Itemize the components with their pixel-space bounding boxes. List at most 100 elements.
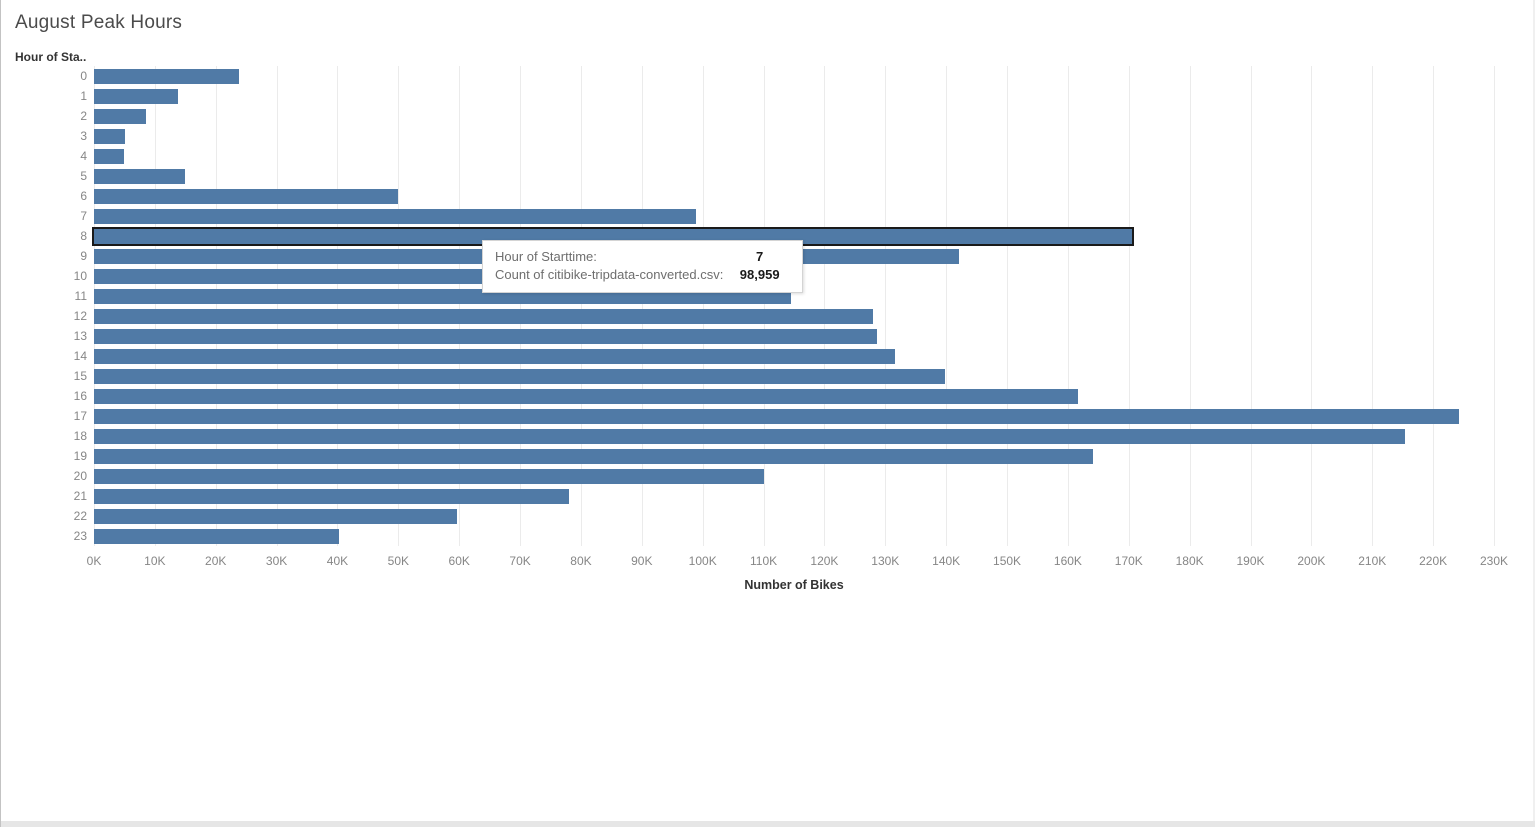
bar-hour-18[interactable]	[94, 428, 1406, 444]
bar-hour-12[interactable]	[94, 308, 874, 324]
y-axis-tick-label: 0	[80, 69, 87, 83]
tooltip-value: 98,959	[739, 267, 780, 282]
gridline	[824, 66, 826, 546]
plot-area	[92, 66, 1495, 546]
gridline	[459, 66, 461, 546]
gridline	[520, 66, 522, 546]
bar-hour-23[interactable]	[94, 528, 339, 544]
y-axis-tick-label: 20	[73, 469, 87, 483]
bar-hour-19[interactable]	[94, 448, 1093, 464]
y-axis-tick-label: 19	[73, 449, 87, 463]
tooltip: Hour of Starttime: 7 Count of citibike-tri…	[482, 240, 803, 293]
x-axis-tick-label: 230K	[1479, 554, 1509, 568]
gridline	[1067, 66, 1069, 546]
y-axis-tick-label: 3	[80, 129, 87, 143]
y-axis-tick-label: 4	[80, 149, 87, 163]
y-axis-tick-label: 12	[73, 309, 87, 323]
x-axis-tick-label: 100K	[688, 554, 717, 568]
gridline	[1494, 66, 1495, 546]
y-axis-tick-label: 2	[80, 109, 87, 123]
bar-hour-14[interactable]	[94, 348, 896, 364]
bar-hour-8[interactable]	[92, 226, 1134, 246]
bottom-scroll-strip[interactable]	[1, 821, 1535, 827]
x-axis-tick-label: 90K	[631, 554, 653, 568]
y-axis-tick-label: 1	[80, 89, 87, 103]
y-axis-tick-label: 21	[73, 489, 87, 503]
bar-hour-3[interactable]	[94, 128, 126, 144]
y-axis-tick-label: 13	[73, 329, 87, 343]
x-axis-tick-label: 10K	[144, 554, 166, 568]
gridline	[398, 66, 400, 546]
x-axis-tick-label: 20K	[205, 554, 227, 568]
gridline	[1128, 66, 1130, 546]
x-axis-tick-label: 160K	[1053, 554, 1082, 568]
x-axis-tick-label: 190K	[1236, 554, 1265, 568]
bar-hour-13[interactable]	[94, 328, 877, 344]
y-axis-tick-label: 8	[80, 229, 87, 243]
y-axis-tick-label: 9	[80, 249, 87, 263]
y-axis-tick-label: 11	[74, 289, 87, 303]
x-axis-tick-label: 170K	[1114, 554, 1143, 568]
bar-hour-20[interactable]	[94, 468, 764, 484]
x-axis-tick-label: 60K	[448, 554, 470, 568]
gridline	[580, 66, 582, 546]
gridline	[1189, 66, 1191, 546]
gridline	[1007, 66, 1009, 546]
x-axis-tick-label: 130K	[871, 554, 900, 568]
gridline	[702, 66, 704, 546]
bar-hour-1[interactable]	[94, 88, 178, 104]
gridline	[885, 66, 887, 546]
x-axis-tick-label: 210K	[1358, 554, 1387, 568]
x-axis-tick-label: 180K	[1175, 554, 1204, 568]
right-edge	[1533, 0, 1535, 827]
bar-hour-5[interactable]	[94, 168, 185, 184]
tooltip-label: Hour of Starttime:	[495, 249, 597, 264]
x-axis-tick-label: 80K	[570, 554, 592, 568]
gridline	[1250, 66, 1252, 546]
bar-hour-15[interactable]	[94, 368, 945, 384]
x-axis-tick-label: 220K	[1419, 554, 1448, 568]
y-axis-tick-label: 23	[73, 529, 87, 543]
y-axis-tick-label: 22	[73, 509, 87, 523]
gridline	[1433, 66, 1435, 546]
bar-hour-17[interactable]	[94, 408, 1459, 424]
bar-hour-4[interactable]	[94, 148, 124, 164]
y-axis-tick-label: 6	[80, 189, 87, 203]
y-axis-tick-label: 16	[73, 389, 87, 403]
sheet-title: August Peak Hours	[15, 12, 183, 33]
y-axis-tick-label: 15	[73, 369, 87, 383]
x-axis-tick-label: 150K	[993, 554, 1022, 568]
gridline	[215, 66, 217, 546]
x-axis-tick-label: 40K	[326, 554, 349, 568]
gridline	[763, 66, 765, 546]
row-axis-header: Hour of Sta..	[15, 50, 87, 64]
gridline	[946, 66, 948, 546]
gridline	[641, 66, 643, 546]
gridline	[94, 66, 95, 546]
x-axis-tick-label: 120K	[810, 554, 839, 568]
x-axis-tick-label: 0K	[86, 554, 102, 568]
bar-hour-21[interactable]	[94, 488, 570, 504]
x-axis-tick-label: 50K	[387, 554, 410, 568]
y-axis-tick-label: 18	[73, 429, 87, 443]
bar-hour-6[interactable]	[94, 188, 398, 204]
x-axis-tick-label: 30K	[265, 554, 288, 568]
gridline	[154, 66, 156, 546]
y-axis-tick-label: 17	[73, 409, 87, 423]
gridline	[337, 66, 339, 546]
tooltip-value: 7	[756, 249, 764, 264]
y-axis-tick-label: 14	[73, 349, 87, 363]
y-axis-tick-label: 7	[80, 209, 87, 223]
bar-hour-2[interactable]	[94, 108, 146, 124]
x-axis-tick-label: 200K	[1297, 554, 1326, 568]
tooltip-label: Count of citibike-tripdata-converted.csv…	[495, 267, 724, 282]
y-axis-tick-label: 10	[73, 269, 87, 283]
bar-hour-22[interactable]	[94, 508, 457, 524]
bar-hour-0[interactable]	[94, 68, 239, 84]
bar-hour-16[interactable]	[94, 388, 1078, 404]
bar-hour-7[interactable]	[94, 208, 697, 224]
x-axis-title: Number of Bikes	[744, 578, 844, 592]
x-axis-tick-label: 70K	[509, 554, 531, 568]
y-axis-tick-label: 5	[80, 169, 87, 183]
